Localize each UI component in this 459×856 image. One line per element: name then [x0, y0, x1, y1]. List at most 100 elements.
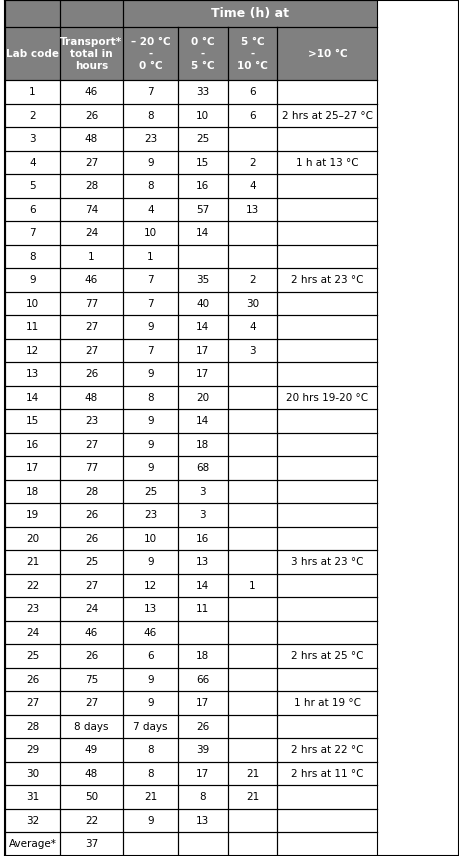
Text: 17: 17	[196, 346, 209, 356]
Bar	[228, 80, 277, 104]
Bar	[228, 198, 277, 222]
Bar	[60, 198, 123, 222]
Text: 4: 4	[147, 205, 154, 215]
Text: 1: 1	[147, 252, 154, 262]
Bar	[228, 809, 277, 833]
Bar	[277, 550, 377, 574]
Bar	[60, 574, 123, 597]
Bar	[60, 503, 123, 527]
Text: 12: 12	[144, 580, 157, 591]
Text: 11: 11	[26, 322, 39, 332]
Text: 57: 57	[196, 205, 209, 215]
Text: Time (h) at: Time (h) at	[211, 7, 289, 21]
Bar	[178, 27, 228, 80]
Bar	[60, 222, 123, 245]
Text: 23: 23	[144, 510, 157, 520]
Bar	[5, 574, 60, 597]
Text: 2: 2	[249, 276, 256, 285]
Text: 21: 21	[26, 557, 39, 568]
Text: 11: 11	[196, 604, 209, 615]
Bar	[228, 833, 277, 856]
Text: 13: 13	[246, 205, 259, 215]
Text: 9: 9	[147, 557, 154, 568]
Bar	[178, 128, 228, 151]
Bar	[277, 339, 377, 362]
Text: 9: 9	[147, 463, 154, 473]
Text: 24: 24	[85, 229, 98, 238]
Bar	[277, 480, 377, 503]
Text: 23: 23	[85, 416, 98, 426]
Text: 46: 46	[85, 87, 98, 98]
Bar	[60, 386, 123, 409]
Text: 3 hrs at 23 °C: 3 hrs at 23 °C	[291, 557, 364, 568]
Bar	[5, 0, 60, 27]
Bar	[123, 503, 178, 527]
Text: 14: 14	[196, 229, 209, 238]
Bar	[60, 456, 123, 480]
Text: 9: 9	[147, 675, 154, 685]
Text: 39: 39	[196, 746, 209, 755]
Text: 27: 27	[85, 346, 98, 356]
Text: 3: 3	[199, 487, 206, 496]
Text: 9: 9	[29, 276, 36, 285]
Bar	[5, 269, 60, 292]
Text: 50: 50	[85, 793, 98, 802]
Bar	[60, 151, 123, 175]
Text: 3: 3	[249, 346, 256, 356]
Text: 14: 14	[196, 416, 209, 426]
Bar	[178, 456, 228, 480]
Bar	[277, 668, 377, 692]
Text: 28: 28	[26, 722, 39, 732]
Bar	[5, 27, 60, 80]
Bar	[123, 527, 178, 550]
Text: 10: 10	[144, 534, 157, 544]
Bar	[60, 668, 123, 692]
Bar	[277, 198, 377, 222]
Text: 48: 48	[85, 393, 98, 402]
Bar	[228, 456, 277, 480]
Bar	[178, 292, 228, 316]
Bar	[123, 739, 178, 762]
Text: >10 °C: >10 °C	[308, 49, 347, 59]
Bar	[178, 339, 228, 362]
Bar	[5, 386, 60, 409]
Text: 77: 77	[85, 299, 98, 309]
Text: 68: 68	[196, 463, 209, 473]
Bar	[178, 715, 228, 739]
Bar	[5, 692, 60, 715]
Text: 7 days: 7 days	[133, 722, 168, 732]
Text: 27: 27	[85, 322, 98, 332]
Bar	[123, 433, 178, 456]
Text: 27: 27	[85, 698, 98, 708]
Text: 4: 4	[249, 322, 256, 332]
Text: 7: 7	[147, 276, 154, 285]
Bar	[5, 739, 60, 762]
Text: 9: 9	[147, 369, 154, 379]
Bar	[123, 222, 178, 245]
Bar	[60, 480, 123, 503]
Bar	[228, 222, 277, 245]
Text: 26: 26	[85, 110, 98, 121]
Bar	[178, 809, 228, 833]
Bar	[123, 151, 178, 175]
Text: 18: 18	[26, 487, 39, 496]
Bar	[277, 104, 377, 128]
Text: 9: 9	[147, 322, 154, 332]
Bar	[228, 433, 277, 456]
Bar	[178, 409, 228, 433]
Text: 14: 14	[26, 393, 39, 402]
Text: 48: 48	[85, 769, 98, 779]
Text: 8: 8	[147, 769, 154, 779]
Text: 1: 1	[29, 87, 36, 98]
Text: 9: 9	[147, 816, 154, 826]
Bar	[60, 292, 123, 316]
Bar	[228, 597, 277, 621]
Bar	[277, 175, 377, 198]
Bar	[5, 833, 60, 856]
Bar	[277, 433, 377, 456]
Bar	[123, 715, 178, 739]
Text: 26: 26	[85, 369, 98, 379]
Text: 27: 27	[26, 698, 39, 708]
Text: 25: 25	[196, 134, 209, 144]
Text: 33: 33	[196, 87, 209, 98]
